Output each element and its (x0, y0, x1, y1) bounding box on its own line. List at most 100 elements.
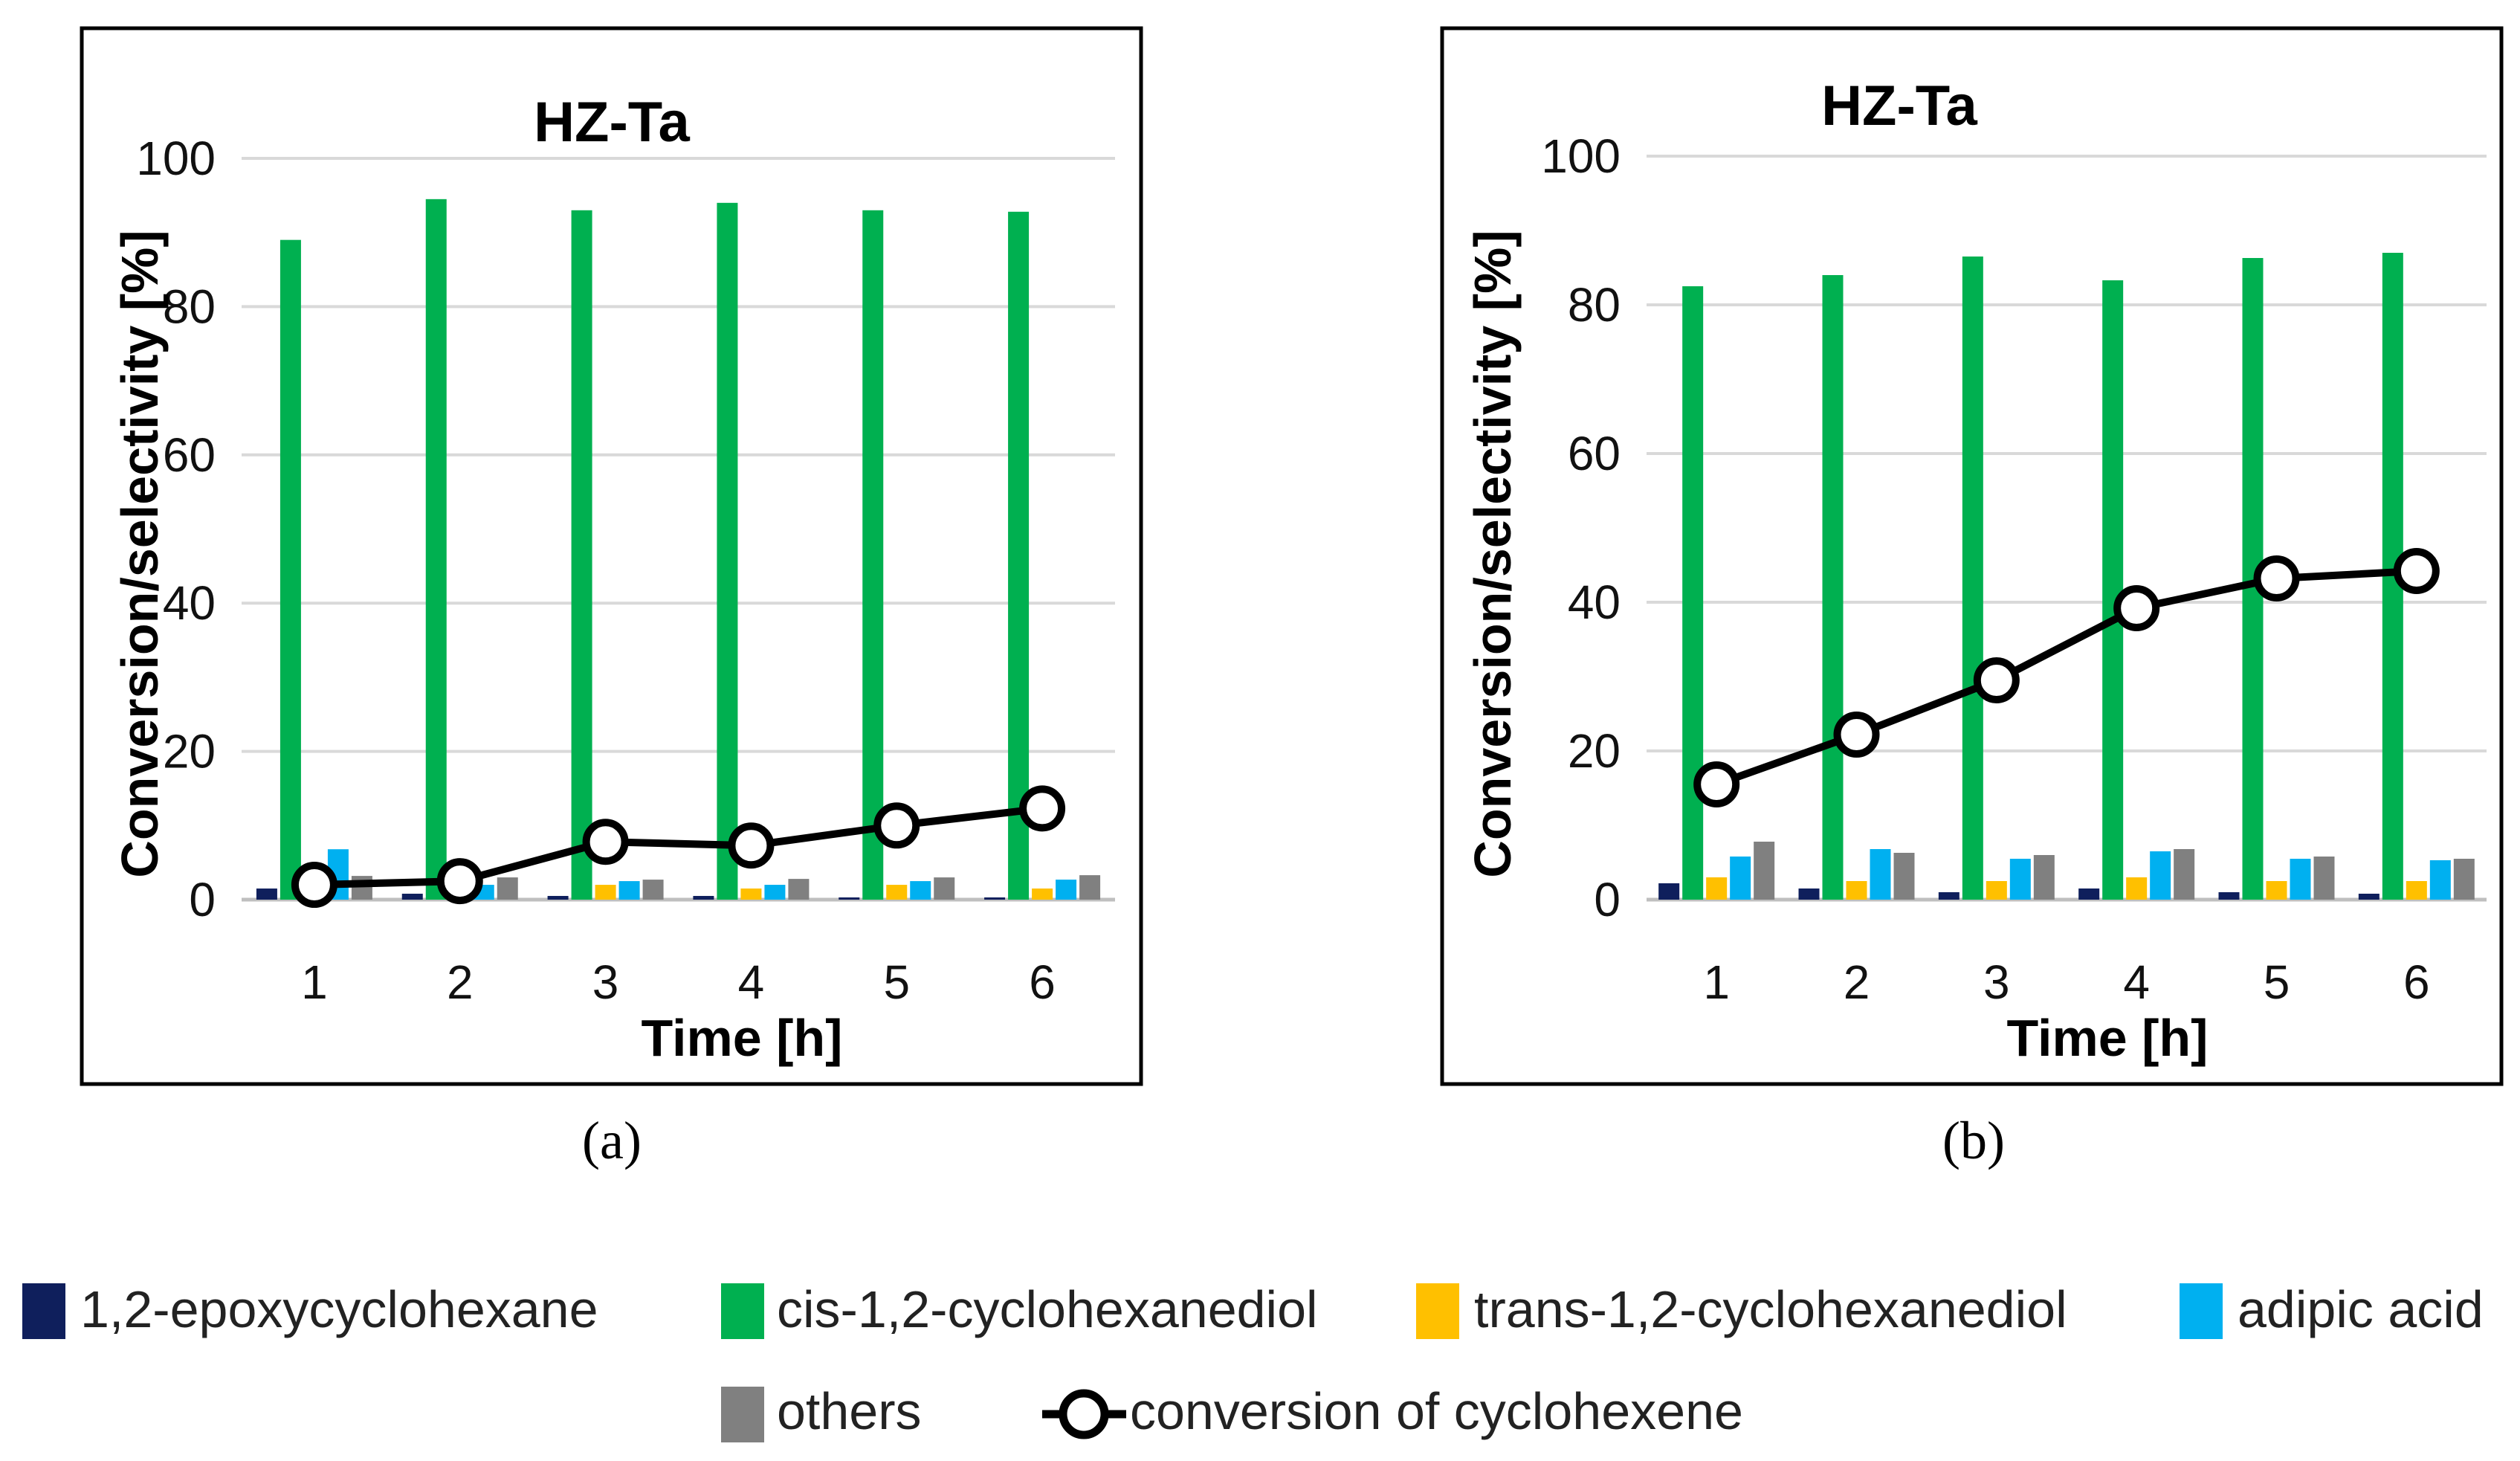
chart-b-conversion-point-1 (1693, 761, 1740, 807)
chart-a-bar-1-6 (1008, 211, 1030, 900)
legend-swatch-epoxycyclohexane (22, 1283, 65, 1339)
chart-a-x-tick-4: 4 (738, 955, 765, 1009)
chart-b-bar-4-5 (2313, 857, 2335, 900)
chart-b-bar-0-4 (2078, 888, 2100, 900)
chart-b-bar-1-3 (1962, 257, 1983, 900)
chart-a-x-tick-2: 2 (447, 955, 474, 1009)
chart-b-bar-2-1 (1706, 877, 1728, 900)
chart-b-x-tick-5: 5 (2264, 955, 2290, 1009)
chart-b-y-tick-60: 60 (1568, 427, 1621, 480)
chart-b-bar-1-4 (2102, 280, 2124, 900)
chart-a-bar-4-4 (788, 879, 810, 900)
chart-b-x-tick-2: 2 (1844, 955, 1870, 1009)
chart-a-y-tick-100: 100 (136, 132, 216, 185)
chart-a-y-ticks: 0 20 40 60 80 100 (136, 132, 216, 926)
chart-panel-a: 0 20 40 60 80 100 1 2 3 4 5 6 HZ-Ta Time [h] Conve… (80, 26, 1143, 1170)
chart-a-x-ticks: 1 2 3 4 5 6 (301, 955, 1056, 1009)
chart-a-bars (256, 199, 1101, 900)
chart-a-conversion-point-1 (291, 862, 337, 909)
chart-a-conversion-point-3 (582, 819, 629, 865)
chart-b-bar-4-1 (1754, 842, 1775, 900)
chart-b-conversion-point-2 (1833, 712, 1880, 758)
chart-b-conversion-polyline (1715, 567, 2417, 788)
chart-a-bar-2-3 (595, 885, 616, 900)
legend-swatch-trans-diol (1416, 1283, 1459, 1339)
legend-label-others: others (777, 1382, 922, 1440)
chart-a-bar-1-2 (425, 199, 447, 900)
legend-swatch-cis-diol (721, 1283, 764, 1339)
chart-b-bar-0-6 (2358, 894, 2380, 900)
chart-b-y-tick-80: 80 (1568, 278, 1621, 332)
chart-a-conversion-polyline (314, 804, 1043, 889)
chart-a-y-tick-80: 80 (163, 280, 216, 333)
chart-a-bar-3-3 (618, 881, 640, 900)
legend-label-cis-diol: cis-1,2-cyclohexanediol (777, 1280, 1318, 1338)
chart-a-x-tick-5: 5 (883, 955, 910, 1009)
chart-a-bar-1-3 (571, 210, 592, 900)
legend-item-conversion: conversion of cyclohexene (1042, 1382, 1743, 1440)
chart-a-y-tick-40: 40 (163, 576, 216, 630)
chart-a-y-axis-label: Conversion/selectivity [%] (111, 230, 169, 877)
chart-a-bar-0-4 (693, 896, 714, 900)
chart-b-conversion-point-4 (2113, 585, 2160, 631)
chart-a-x-axis-label: Time [h] (642, 1009, 843, 1067)
chart-a-bar-4-2 (497, 877, 518, 900)
chart-b-bar-2-5 (2266, 881, 2287, 900)
chart-b-gridlines (1647, 155, 2487, 902)
chart-a-title: HZ-Ta (534, 91, 690, 154)
chart-b-bar-1-1 (1682, 286, 1704, 900)
chart-b-y-tick-20: 20 (1568, 724, 1621, 778)
chart-b-bar-3-3 (2009, 859, 2031, 900)
chart-a-x-tick-6: 6 (1029, 955, 1056, 1009)
chart-b-x-axis-label: Time [h] (2007, 1009, 2209, 1067)
chart-a-bar-1-1 (280, 239, 301, 900)
chart-a-bar-2-4 (740, 888, 762, 900)
chart-a-bar-3-6 (1056, 880, 1077, 900)
chart-a-bar-0-2 (401, 894, 423, 900)
chart-b-x-tick-3: 3 (1983, 955, 2010, 1009)
chart-a-conversion-point-4 (728, 822, 775, 869)
chart-b-conversion-point-5 (2253, 555, 2300, 602)
chart-b-x-tick-4: 4 (2123, 955, 2150, 1009)
chart-a-x-tick-3: 3 (592, 955, 619, 1009)
chart-b-conversion-point-6 (2393, 548, 2440, 594)
chart-b-bar-3-1 (1730, 857, 1751, 900)
chart-a-bar-0-5 (839, 897, 860, 900)
chart-a-frame (80, 26, 1143, 1086)
chart-b-bar-3-4 (2150, 851, 2171, 900)
chart-b-bar-2-6 (2406, 881, 2427, 900)
chart-a-conversion-point-5 (873, 802, 920, 849)
chart-b-bar-2-2 (1846, 881, 1867, 900)
chart-a-bar-3-5 (910, 881, 931, 900)
legend-label-trans-diol: trans-1,2-cyclohexanediol (1474, 1280, 2067, 1338)
chart-a-conversion-point-2 (436, 858, 483, 905)
legend-item-adipic-acid: adipic acid (2180, 1280, 2484, 1339)
chart-a-bar-4-6 (1079, 875, 1101, 900)
legend: 1,2-epoxycyclohexane cis-1,2-cyclohexane… (22, 1280, 2484, 1442)
chart-b-bar-2-4 (2126, 877, 2148, 900)
chart-b-bar-0-3 (1938, 892, 1960, 900)
legend-item-epoxycyclohexane: 1,2-epoxycyclohexane (22, 1280, 598, 1339)
chart-panel-b: 0 20 40 60 80 100 1 2 3 4 5 6 HZ-Ta Time [h] Conve… (1440, 26, 2504, 1170)
chart-a-conversion-point-6 (1019, 785, 1066, 832)
chart-b-title: HZ-Ta (1821, 74, 1977, 138)
chart-b-x-tick-6: 6 (2403, 955, 2430, 1009)
chart-b-bar-3-2 (1870, 849, 1891, 900)
legend-marker-conversion (1059, 1389, 1109, 1439)
chart-b-bar-0-5 (2218, 892, 2240, 900)
legend-item-others: others (721, 1382, 922, 1442)
legend-swatch-others (721, 1387, 764, 1442)
chart-b-bar-0-2 (1798, 888, 1820, 900)
chart-a-bar-0-6 (984, 897, 1006, 900)
legend-item-trans-diol: trans-1,2-cyclohexanediol (1416, 1280, 2067, 1339)
chart-a-bar-4-3 (642, 880, 664, 900)
chart-a-bar-0-1 (256, 888, 277, 900)
chart-b-bar-4-3 (2033, 855, 2055, 900)
chart-a-y-tick-60: 60 (163, 428, 216, 482)
chart-a-bar-4-5 (934, 877, 955, 900)
chart-b-bar-0-1 (1658, 883, 1680, 900)
chart-b-bar-3-6 (2429, 860, 2451, 900)
chart-b-bar-4-2 (1893, 853, 1915, 900)
chart-b-y-tick-100: 100 (1541, 129, 1621, 183)
